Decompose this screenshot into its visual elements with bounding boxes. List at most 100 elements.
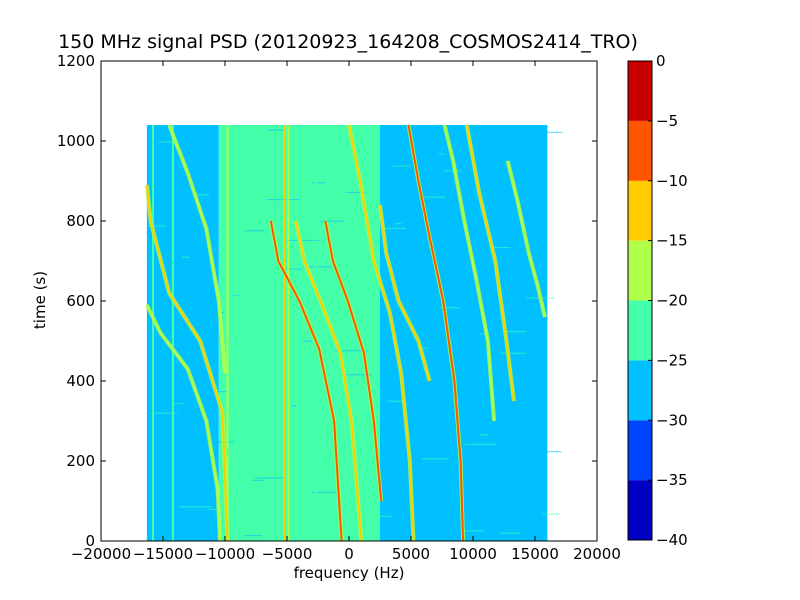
texture-row <box>459 530 484 532</box>
colorbar-tick-label: −5 <box>656 112 678 130</box>
texture-row <box>289 422 301 424</box>
signal-trail <box>379 204 431 382</box>
texture-row <box>344 427 351 429</box>
texture-row <box>288 187 295 189</box>
y-tick-label: 400 <box>66 372 95 390</box>
texture-row <box>519 407 546 409</box>
colorbar-tick-label: −15 <box>656 232 688 250</box>
chart-title: 150 MHz signal PSD (20120923_164208_COSM… <box>58 31 638 53</box>
texture-row <box>157 323 164 325</box>
texture-row <box>479 333 489 335</box>
texture-row <box>504 331 527 333</box>
x-tick-label: 10000 <box>449 545 497 563</box>
texture-row <box>322 487 342 489</box>
texture-row <box>381 275 390 277</box>
texture-row <box>281 268 303 270</box>
signal-trail <box>348 124 415 541</box>
texture-row <box>306 148 319 150</box>
colorbar-tick-label: −25 <box>656 351 688 369</box>
signal-trail <box>269 220 343 541</box>
texture-row <box>174 403 184 405</box>
texture-row <box>208 508 237 510</box>
texture-row <box>443 170 462 172</box>
texture-row <box>492 247 511 249</box>
texture-row <box>303 266 333 268</box>
background-region <box>218 125 380 541</box>
signal-trail <box>506 160 546 318</box>
x-tick-label: −15000 <box>133 545 193 563</box>
colorbar-band <box>628 420 652 481</box>
signal-trail <box>443 124 496 422</box>
texture-row <box>246 242 258 244</box>
colorbar: −40 −35 −30 −25 −20 −15 −10 −5 0 <box>627 52 688 549</box>
colorbar-band <box>628 300 652 361</box>
texture-row <box>285 239 320 241</box>
texture-row <box>270 203 294 205</box>
texture-row <box>155 431 176 433</box>
texture-row <box>312 182 326 184</box>
colorbar-band <box>628 120 652 181</box>
y-tick-label: 800 <box>66 212 95 230</box>
texture-row <box>231 295 240 297</box>
texture-row <box>195 391 227 393</box>
texture-row <box>381 227 406 229</box>
texture-row <box>500 352 527 354</box>
texture-row <box>267 129 284 131</box>
texture-row <box>332 232 341 234</box>
texture-row <box>181 256 190 258</box>
texture-row <box>320 220 345 222</box>
background-region <box>146 125 219 541</box>
texture-row <box>208 441 235 443</box>
texture-row <box>498 532 521 534</box>
x-axis-ticks: −20000 −15000 −10000 −5000 0 5000 10000 15000 20… <box>71 61 621 563</box>
texture-row <box>302 340 313 342</box>
texture-row <box>416 525 425 527</box>
texture-row <box>341 328 353 330</box>
texture-row <box>290 453 313 455</box>
texture-row <box>541 513 560 515</box>
colorbar-tick-label: −35 <box>656 471 688 489</box>
texture-row <box>146 225 166 227</box>
heatmap-layer <box>144 124 563 541</box>
colorbar-band <box>628 480 652 540</box>
colorbar-tick-label: −10 <box>656 172 688 190</box>
background-region <box>380 125 548 541</box>
texture-row <box>195 194 210 196</box>
signal-trail <box>146 304 221 541</box>
colorbar-band <box>628 360 652 421</box>
texture-row <box>361 309 375 311</box>
texture-row <box>388 499 405 501</box>
y-tick-label: 600 <box>66 292 95 310</box>
signal-trail <box>407 124 465 541</box>
texture-row <box>387 400 405 402</box>
colorbar-band <box>628 240 652 301</box>
texture-row <box>367 515 392 517</box>
colorbar-tick-label: −30 <box>656 411 688 429</box>
texture-row <box>345 160 363 162</box>
colorbar-band <box>628 180 652 241</box>
y-tick-label: 1200 <box>57 52 95 70</box>
x-tick-label: 20000 <box>573 545 621 563</box>
texture-row <box>150 412 178 414</box>
colorbar-tick-label: 0 <box>656 52 666 70</box>
texture-row <box>252 479 264 481</box>
y-tick-label: 1000 <box>57 132 95 150</box>
x-tick-label: −20000 <box>71 545 131 563</box>
texture-row <box>309 314 320 316</box>
texture-row <box>479 434 489 436</box>
texture-row <box>421 458 449 460</box>
y-tick-label: 200 <box>66 452 95 470</box>
colorbar-band <box>628 61 652 121</box>
texture-row <box>333 350 369 352</box>
texture-row <box>212 417 217 419</box>
texture-row <box>346 374 372 376</box>
texture-row <box>419 196 446 198</box>
signal-trail <box>294 220 363 541</box>
y-tick-label: 0 <box>85 532 95 550</box>
texture-row <box>148 215 178 217</box>
y-axis-ticks: 0 200 400 600 800 1000 1200 <box>57 52 597 550</box>
x-tick-label: −5000 <box>262 545 313 563</box>
texture-row <box>395 223 402 225</box>
texture-row <box>447 355 476 357</box>
